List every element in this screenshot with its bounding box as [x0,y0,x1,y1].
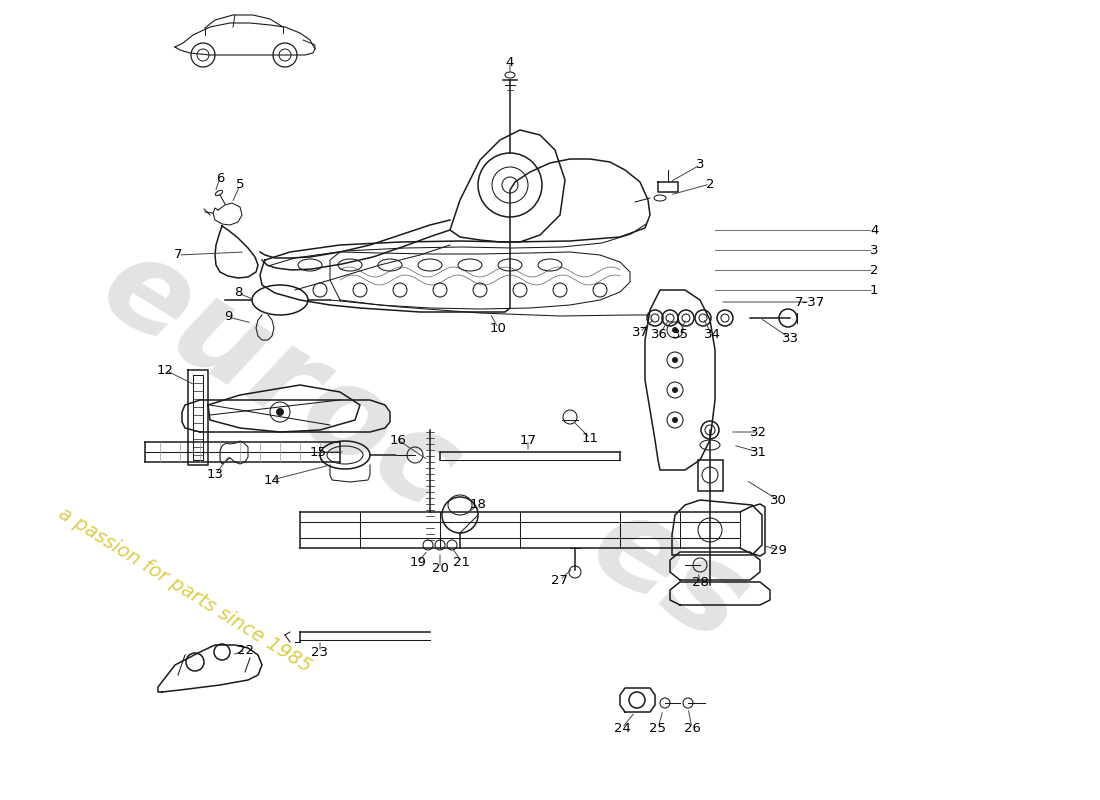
Text: euroc: euroc [80,224,480,536]
Text: 31: 31 [749,446,767,458]
Text: 28: 28 [692,575,708,589]
Text: 33: 33 [781,331,799,345]
Text: 8: 8 [234,286,242,299]
Text: 15: 15 [309,446,327,458]
Text: 4: 4 [870,223,879,237]
Text: 1: 1 [870,283,879,297]
Text: 11: 11 [582,431,598,445]
Text: 13: 13 [207,469,223,482]
Text: 2: 2 [706,178,714,190]
Text: 3: 3 [695,158,704,171]
Text: 34: 34 [704,329,720,342]
Circle shape [672,327,678,333]
Text: a passion for parts since 1985: a passion for parts since 1985 [55,504,315,676]
Text: 25: 25 [649,722,667,734]
Circle shape [672,417,678,423]
Text: 22: 22 [238,643,254,657]
Text: 7: 7 [174,249,183,262]
Circle shape [276,408,284,416]
Text: 9: 9 [223,310,232,323]
Text: 36: 36 [650,329,668,342]
Text: 14: 14 [264,474,280,486]
Text: 16: 16 [389,434,406,446]
Text: 24: 24 [614,722,630,734]
Text: 6: 6 [216,171,224,185]
Text: 17: 17 [519,434,537,446]
Text: 27: 27 [551,574,569,586]
Circle shape [672,387,678,393]
Text: es: es [570,482,769,669]
Text: 26: 26 [683,722,701,734]
Text: 3: 3 [870,243,879,257]
Text: 18: 18 [470,498,486,511]
Text: 7-37: 7-37 [795,295,825,309]
Text: 21: 21 [453,555,471,569]
Text: 2: 2 [870,263,879,277]
Text: 5: 5 [235,178,244,191]
Text: 35: 35 [671,329,689,342]
Text: 19: 19 [409,555,427,569]
Text: 37: 37 [631,326,649,338]
Text: 32: 32 [749,426,767,438]
Text: 10: 10 [490,322,506,334]
Text: 30: 30 [770,494,786,506]
Text: 12: 12 [156,363,174,377]
Text: 23: 23 [311,646,329,658]
Text: 29: 29 [770,543,786,557]
Text: 20: 20 [431,562,449,574]
Text: 4: 4 [506,55,514,69]
Circle shape [672,357,678,363]
